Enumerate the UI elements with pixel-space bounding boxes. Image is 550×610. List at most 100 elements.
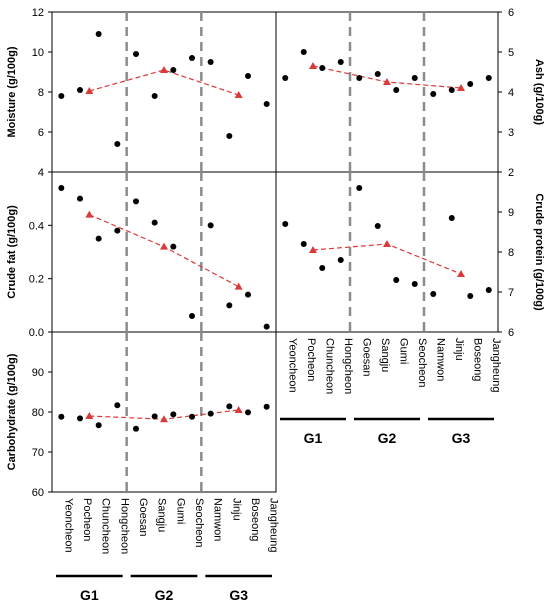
moisture-point-goesan [133,51,139,57]
crude-fat-point-namwon [207,222,214,229]
moisture-panel: 4 6 8 10 12 Moisture (g/100g) [6,7,277,179]
crude-protein-point-chuncheon [319,265,326,271]
left-group-bars: G1 G2 G3 [56,574,272,603]
moisture-point-gumi [170,67,177,73]
region-label-right-hongcheon: Hongcheon [342,338,354,394]
moisture-ytick-label: 10 [32,47,44,59]
moisture-ytick-label: 6 [38,127,44,139]
carbohydrate-point-chuncheon [95,422,102,429]
carbohydrate-point-boseong [245,409,251,416]
region-label-bottom-chuncheon: Chuncheon [100,498,112,554]
ash-point-gumi [393,87,400,93]
crude-protein-point-namwon [430,291,437,297]
region-label-right-jinju: Jinju [453,338,465,361]
region-label-right-gumi: Gumi [397,338,409,364]
region-label-right-boseong: Boseong [471,338,483,381]
ash-point-boseong [467,81,474,87]
region-label-right-yeoncheon: Yeoncheon [286,338,298,393]
crude-fat-point-yeoncheon [58,185,65,191]
crude-fat-point-jangheung [263,323,270,330]
ash-point-seocheon [411,75,418,81]
ash-point-jinju [448,87,455,93]
carbohydrate-point-namwon [207,410,214,417]
ash-point-yeoncheon [282,75,289,81]
region-label-bottom-jinju: Jinju [230,498,242,521]
moisture-point-jangheung [263,101,270,107]
region-label-bottom-boseong: Boseong [249,498,261,541]
region-label-bottom-hongcheon: Hongcheon [118,498,130,554]
carbohydrate-point-seocheon [189,413,195,420]
ash-ytick-label: 5 [508,47,514,59]
region-label-bottom-goesan: Goesan [137,498,149,537]
moisture-point-jinju [226,133,233,139]
moisture-ytick-label: 4 [38,167,44,179]
crude-fat-axis-title: Crude fat (g/100g) [6,205,18,299]
group-bottom-label-g3: G3 [229,587,248,603]
region-label-right-seocheon: Seocheon [416,338,428,388]
ash-ytick-label: 3 [508,127,514,139]
group-right-label-g1: G1 [304,430,323,446]
crude-fat-point-gumi [170,243,177,250]
right-region-labels: Yeoncheon Pocheon Chuncheon Hongcheon Goesan… [286,338,502,394]
ash-frame [275,11,499,173]
crude-fat-point-chuncheon [95,235,102,242]
ash-point-jangheung [485,75,492,81]
crude-protein-mean-G1 [309,246,317,253]
region-label-right-goesan: Goesan [360,338,372,377]
ash-point-chuncheon [319,65,326,71]
crude-fat-mean-G3 [234,282,243,290]
ash-point-hongcheon [337,59,344,65]
region-label-right-jangheung: Jangheung [490,338,502,392]
ash-point-namwon [430,91,437,97]
region-label-right-namwon: Namwon [434,338,446,381]
ash-point-goesan [356,75,363,81]
crude-fat-panel: 0.0 0.2 0.4 Crude fat (g/100g) [6,171,277,339]
crude-fat-point-boseong [245,291,251,298]
moisture-point-boseong [245,73,251,79]
crude-protein-point-hongcheon [337,257,344,263]
carbohydrate-point-yeoncheon [58,413,65,420]
ash-panel: 2 3 4 5 6 Ash (g/100g) [275,7,545,179]
region-label-bottom-gumi: Gumi [174,498,186,524]
moisture-axis-title: Moisture (g/100g) [6,46,18,137]
crude-fat-point-jinju [226,302,233,309]
region-label-bottom-pocheon: Pocheon [81,498,93,541]
crude-fat-point-seocheon [189,313,195,319]
crude-protein-point-jinju [448,215,455,221]
ash-axis-title: Ash (g/100g) [533,59,545,125]
crude-fat-ytick-label: 0.2 [29,274,44,286]
crude-protein-point-seocheon [411,281,418,287]
carbohydrate-mean-G1 [85,412,94,419]
moisture-point-seocheon [189,55,195,61]
crude-protein-point-jangheung [485,287,492,293]
crude-fat-frame [51,171,277,333]
carbohydrate-ytick-label: 60 [32,487,44,499]
carbohydrate-point-goesan [133,425,139,432]
crude-protein-ytick-label: 9 [508,207,514,219]
crude-protein-point-boseong [467,293,474,299]
ash-point-pocheon [300,49,307,55]
region-label-bottom-sangju: Sangju [156,498,168,532]
right-group-bars: G1 G2 G3 [280,417,494,446]
ash-mean-G1 [309,62,317,69]
carbohydrate-point-hongcheon [114,402,121,409]
region-label-right-pocheon: Pocheon [305,338,317,381]
group-right-label-g2: G2 [378,430,397,446]
crude-fat-point-goesan [133,198,139,205]
carbohydrate-point-pocheon [77,415,83,422]
moisture-point-chuncheon [95,31,102,37]
crude-protein-mean-line [312,243,462,275]
carbohydrate-axis-title: Carbohydrate (g/100g) [6,353,18,470]
carbohydrate-point-jinju [226,403,233,410]
ash-ytick-label: 4 [508,87,514,99]
crude-protein-panel: 6 7 8 9 Crude protein (g/100g) [275,171,545,339]
moisture-ytick-label: 8 [38,87,44,99]
crude-protein-frame [275,171,499,333]
crude-protein-mean-G3 [457,270,465,277]
crude-fat-ytick-label: 0.4 [29,220,44,232]
region-label-bottom-yeoncheon: Yeoncheon [62,498,74,553]
crude-fat-mean-G1 [85,210,94,218]
crude-protein-point-yeoncheon [282,221,289,227]
crude-fat-point-sangju [151,219,158,226]
region-label-bottom-jangheung: Jangheung [268,498,280,552]
